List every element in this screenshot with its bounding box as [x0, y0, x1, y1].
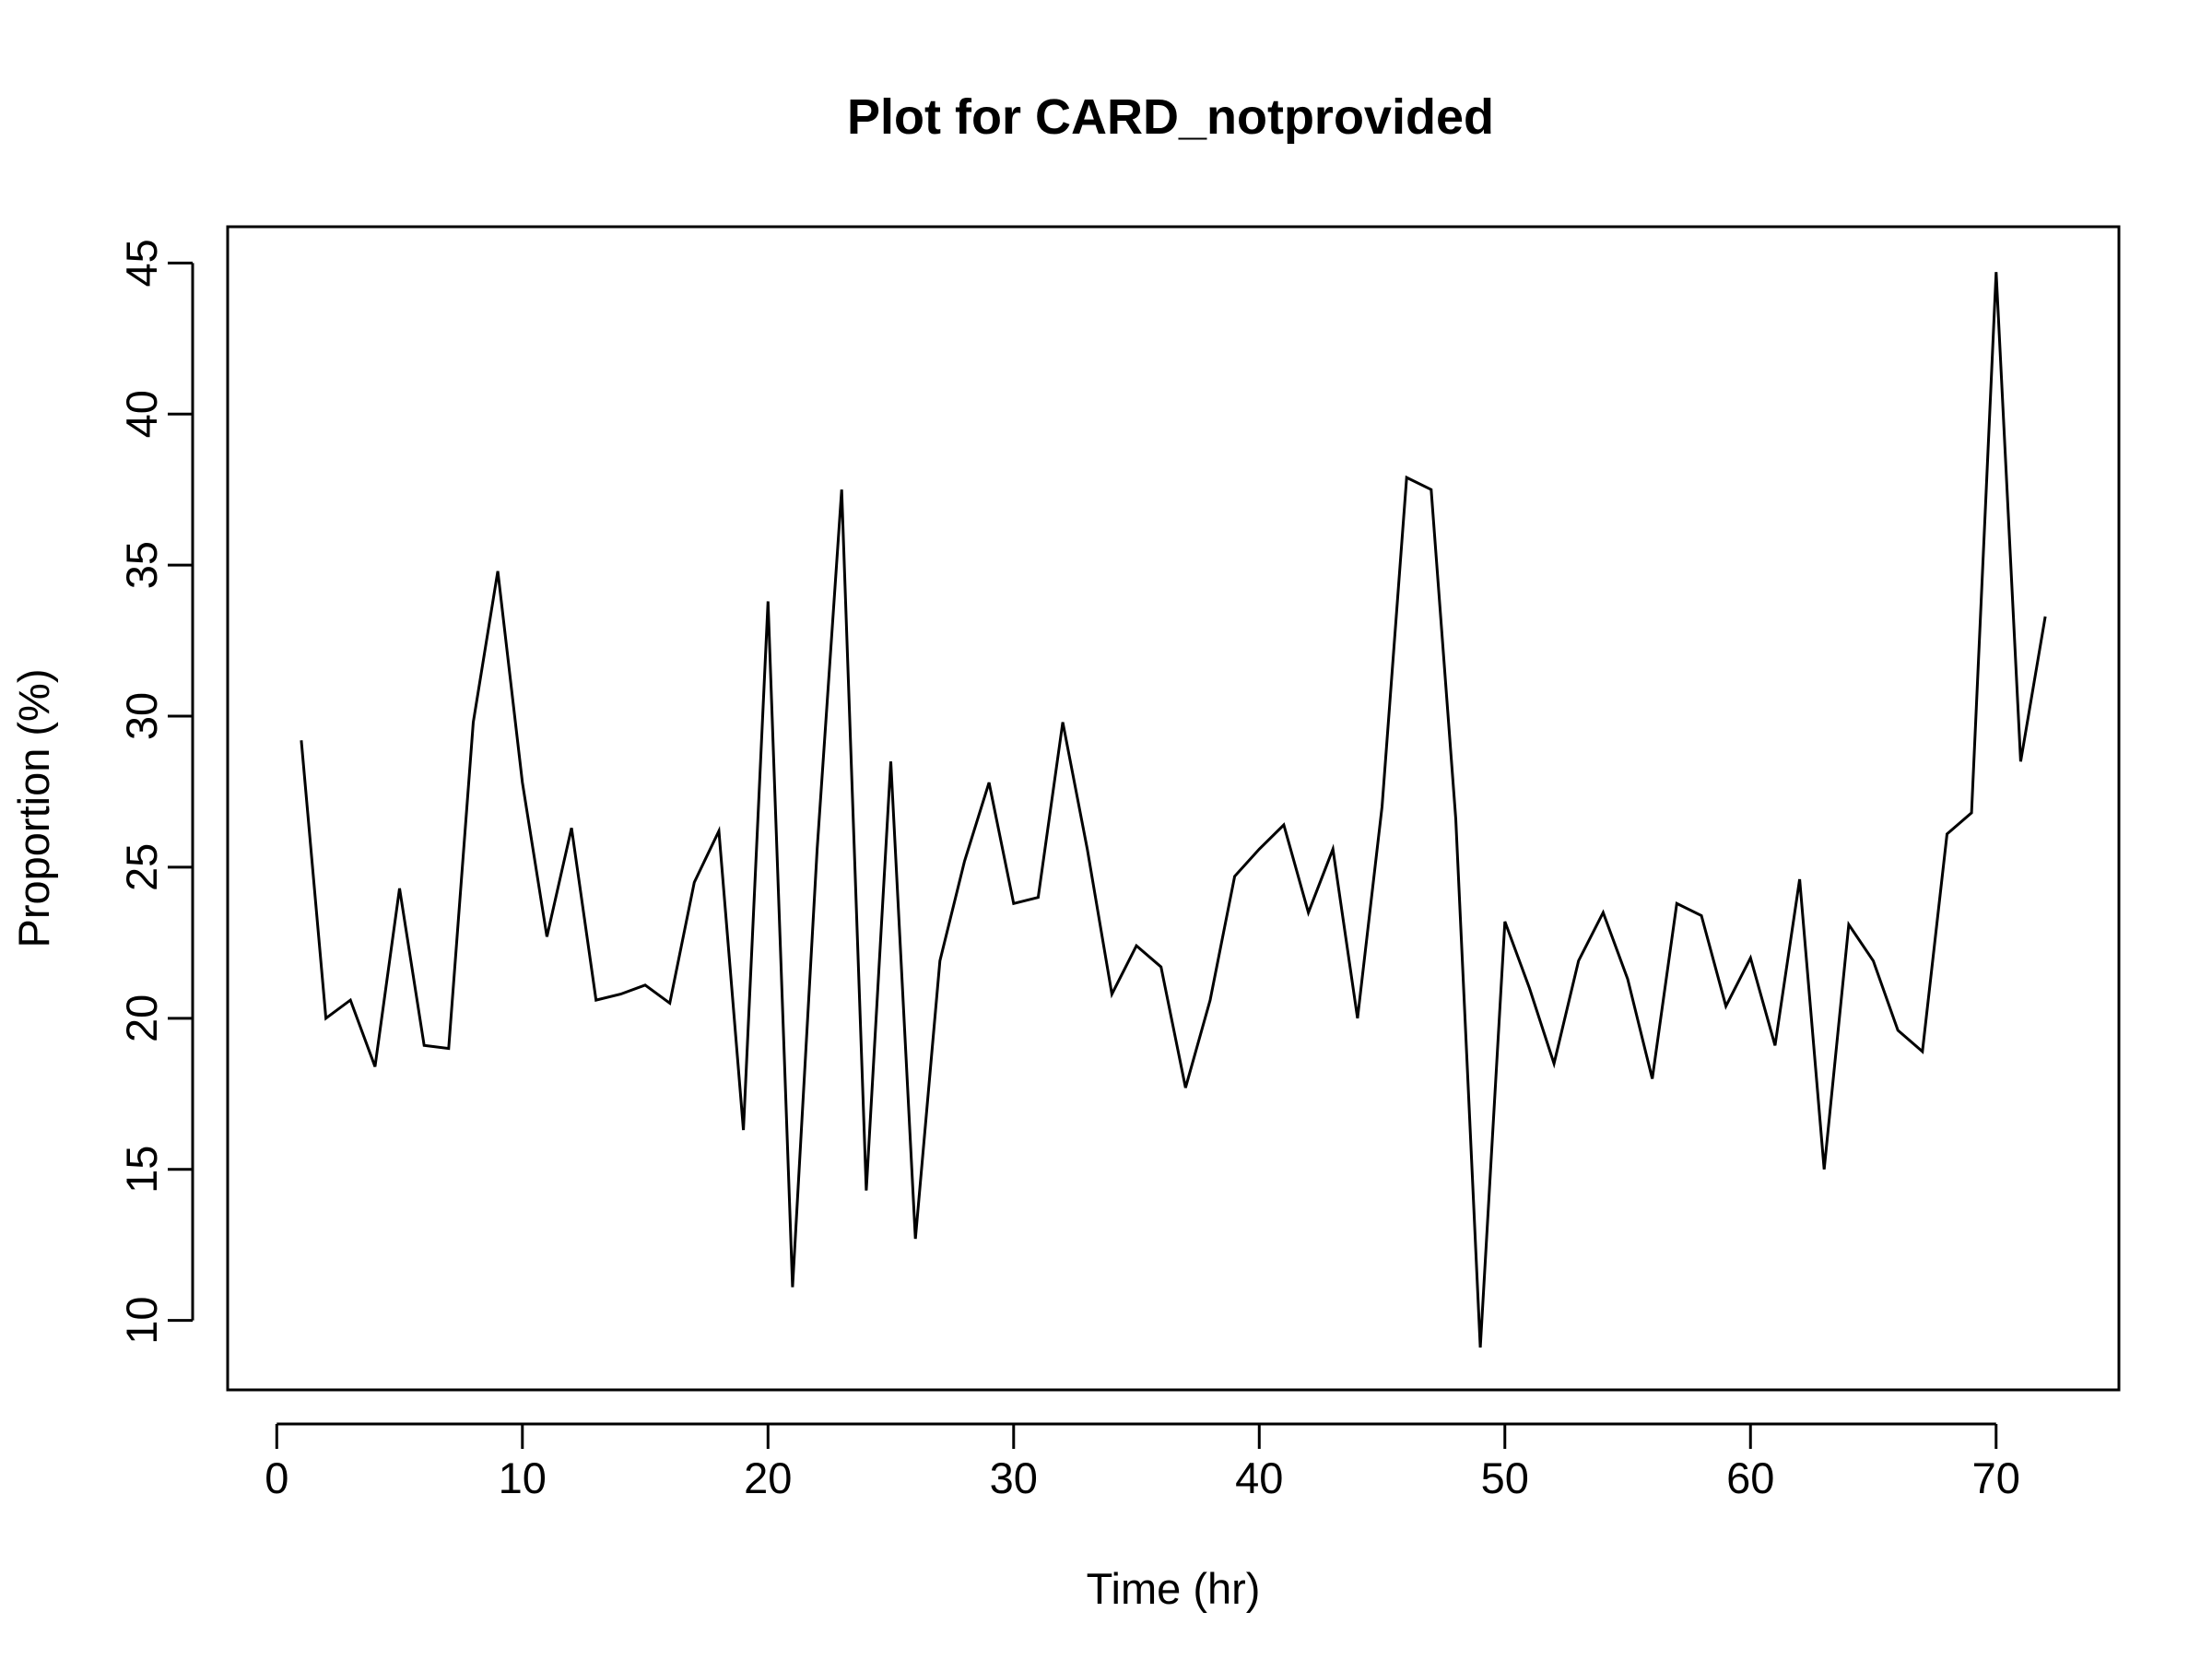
y-tick-label: 15 — [117, 1146, 166, 1194]
x-tick-label: 30 — [990, 1453, 1038, 1502]
x-tick-label: 70 — [1972, 1453, 2020, 1502]
x-tick-label: 10 — [499, 1453, 547, 1502]
chart-title: Plot for CARD_notprovided — [847, 89, 1494, 145]
series-line — [300, 272, 2047, 1348]
y-tick-label: 20 — [117, 994, 166, 1042]
y-axis-title: Proportion (%) — [9, 669, 58, 948]
x-tick-label: 40 — [1235, 1453, 1283, 1502]
x-tick-label: 0 — [265, 1453, 288, 1502]
y-axis: 10 15 20 25 30 35 40 45 — [117, 239, 194, 1345]
x-axis: 0 10 20 30 40 50 60 70 — [265, 1422, 2020, 1502]
y-tick-label: 40 — [117, 390, 166, 438]
y-tick-label: 45 — [117, 239, 166, 287]
data-points — [300, 270, 2047, 1349]
y-tick-label: 25 — [117, 843, 166, 891]
x-tick-label: 50 — [1481, 1453, 1529, 1502]
x-axis-title: Time (hr) — [1087, 1564, 1261, 1613]
y-tick-label: 30 — [117, 692, 166, 740]
x-tick-label: 20 — [744, 1453, 792, 1502]
y-tick-label: 35 — [117, 541, 166, 589]
y-tick-label: 10 — [117, 1296, 166, 1344]
plot-frame — [226, 225, 2121, 1392]
x-tick-label: 60 — [1726, 1453, 1774, 1502]
